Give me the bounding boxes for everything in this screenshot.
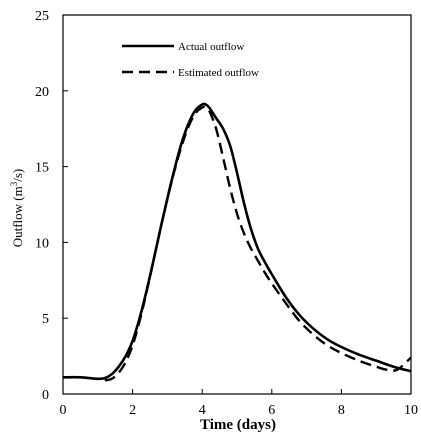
y-tick-label: 5 xyxy=(42,312,49,327)
y-axis-title-main: Outflow xyxy=(10,203,25,247)
y-tick-label: 10 xyxy=(35,236,49,251)
y-axis-title: Outflow (m3/s) xyxy=(9,169,25,248)
series-line-estimated-outflow xyxy=(104,105,412,382)
y-axis-title-unit-tail: /s xyxy=(10,173,25,182)
y-tick-label: 25 xyxy=(35,9,49,24)
y-tick-label: 15 xyxy=(35,161,49,176)
legend-label-estimated-outflow: Estimated outflow xyxy=(178,67,259,79)
x-axis-title: Time (days) xyxy=(200,417,276,433)
axis-titles: Time (days) Outflow (m3/s) xyxy=(9,169,276,433)
x-tick-label: 0 xyxy=(60,403,67,418)
y-tick-label: 0 xyxy=(42,388,49,403)
plot-frame xyxy=(62,14,412,395)
x-tick-label: 10 xyxy=(404,403,418,418)
x-tick-label: 2 xyxy=(129,403,136,418)
plot-area xyxy=(62,102,412,382)
x-tick-label: 8 xyxy=(338,403,345,418)
y-axis-title-unit: m xyxy=(10,186,25,196)
y-axis-title-close: ) xyxy=(10,169,25,173)
y-axis-title-open: ( xyxy=(10,196,25,204)
y-axis-title-unit-sup: 3 xyxy=(9,181,19,186)
axes: 0 2 4 6 8 10 0 5 10 15 20 25 xyxy=(35,9,418,418)
legend: Actual outflow Estimated outflow xyxy=(122,41,259,79)
y-tick-label: 20 xyxy=(35,85,49,100)
x-tick-label: 6 xyxy=(268,403,275,418)
legend-label-actual-outflow: Actual outflow xyxy=(178,41,244,53)
x-tick-label: 4 xyxy=(199,403,206,418)
series-line-actual-outflow xyxy=(62,102,412,381)
